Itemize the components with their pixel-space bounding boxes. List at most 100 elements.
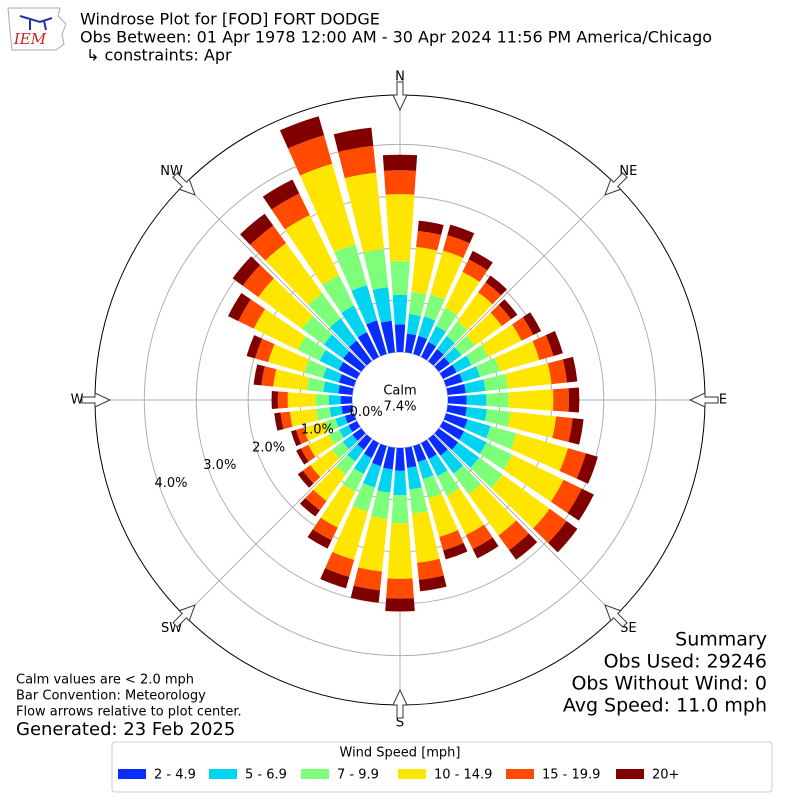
bar-segment xyxy=(258,278,313,329)
spoke xyxy=(183,183,367,367)
spoke xyxy=(433,183,617,367)
bar-segment xyxy=(439,530,464,551)
bar-segment xyxy=(512,317,534,341)
bar-segment xyxy=(498,520,529,551)
flow-arrow xyxy=(604,172,628,196)
bar-segment xyxy=(383,170,417,195)
calm-circle xyxy=(353,353,447,447)
bar-segment xyxy=(289,408,319,427)
bar-segment xyxy=(380,320,395,354)
bar-segment xyxy=(274,412,284,431)
bar-segment xyxy=(268,344,310,373)
bar-segment xyxy=(335,415,348,428)
bar-segment xyxy=(568,418,584,445)
bar-segment xyxy=(295,427,309,445)
bar-segment xyxy=(391,495,409,524)
constraints: ↳ constraints: Apr xyxy=(86,46,232,65)
bar-segment xyxy=(304,359,327,378)
bar-segment xyxy=(439,421,465,440)
bar-segment xyxy=(342,434,358,450)
bar-segment xyxy=(290,429,302,447)
bar-segment xyxy=(352,428,366,441)
bar-segment xyxy=(452,355,472,373)
bar-segment xyxy=(338,145,377,179)
bar-segment xyxy=(238,299,266,329)
bar-segment xyxy=(491,474,550,529)
bar-segment xyxy=(422,475,442,499)
chart-subtitle: Obs Between: 01 Apr 1978 12:00 AM - 30 A… xyxy=(80,28,712,47)
bar-segment xyxy=(548,520,578,553)
note: Flow arrows relative to plot center. xyxy=(16,705,242,720)
bar-segment xyxy=(344,413,357,424)
bar-segment xyxy=(466,393,487,407)
bar-segment xyxy=(296,448,309,465)
bar-segment xyxy=(418,316,436,340)
bar-segment xyxy=(550,479,582,514)
bar-segment xyxy=(336,454,356,475)
bar-segment xyxy=(428,454,448,477)
bar-segment xyxy=(310,449,340,477)
bar-segment xyxy=(421,439,437,460)
summary-line: Obs Used: 29246 xyxy=(604,651,767,673)
bar-segment xyxy=(308,293,341,328)
bar-segment xyxy=(340,395,353,405)
bar-segment xyxy=(351,284,378,325)
bar-segment xyxy=(306,377,326,392)
bar-segment xyxy=(576,453,598,484)
bar-segment xyxy=(338,374,357,387)
bar-segment xyxy=(328,395,341,405)
legend-label: 20+ xyxy=(652,768,679,783)
bar-segment xyxy=(562,356,578,383)
bar-segment xyxy=(331,441,350,459)
bar-segment xyxy=(390,261,410,296)
bar-segment xyxy=(411,246,438,295)
bar-segment xyxy=(302,465,321,484)
bar-segment xyxy=(348,421,361,433)
bar-segment xyxy=(465,524,493,550)
compass-label: E xyxy=(719,393,727,408)
bar-segment xyxy=(357,332,379,361)
bar-segment xyxy=(545,331,563,357)
bar-segment xyxy=(446,405,467,417)
note: Calm values are < 2.0 mph xyxy=(16,673,194,688)
bar-segment xyxy=(347,444,364,462)
bar-segment xyxy=(328,429,344,445)
bar-segment xyxy=(522,312,542,336)
bar-segment xyxy=(313,466,346,501)
bar-segment xyxy=(451,442,480,468)
bar-segment xyxy=(250,225,287,261)
summary-line: Avg Speed: 11.0 mph xyxy=(563,695,767,717)
bar-segment xyxy=(466,344,489,366)
bar-segment xyxy=(418,575,447,592)
bar-segment xyxy=(265,243,323,305)
bar-segment xyxy=(447,395,467,405)
bar-segment xyxy=(358,516,388,572)
bar-segment xyxy=(505,363,552,389)
r-tick-label: 1.0% xyxy=(301,423,334,438)
bar-segment xyxy=(479,442,513,470)
bar-segment xyxy=(232,256,261,286)
bar-segment xyxy=(255,338,275,363)
bar-segment xyxy=(428,493,458,537)
bar-segment xyxy=(284,214,340,285)
bar-segment xyxy=(242,264,274,298)
bar-segment xyxy=(348,340,372,366)
bar-segment xyxy=(510,433,568,472)
bar-segment xyxy=(409,291,427,317)
bar-segment xyxy=(325,551,355,577)
logo-text: IEM xyxy=(13,30,47,48)
bar-segment xyxy=(297,336,326,361)
calm-label: Calm xyxy=(383,384,416,399)
bar-segment xyxy=(457,292,493,330)
bar-segment xyxy=(453,465,481,495)
bar-segment xyxy=(462,259,488,282)
bar-segment xyxy=(421,341,437,361)
legend-swatch xyxy=(209,769,237,779)
note: Bar Convention: Meteorology xyxy=(16,689,206,704)
bar-segment xyxy=(407,466,422,490)
spoke xyxy=(433,433,617,617)
bar-segment xyxy=(271,391,279,409)
bar-segment xyxy=(444,271,480,316)
bar-segment xyxy=(341,405,354,415)
bar-segment xyxy=(392,294,408,325)
